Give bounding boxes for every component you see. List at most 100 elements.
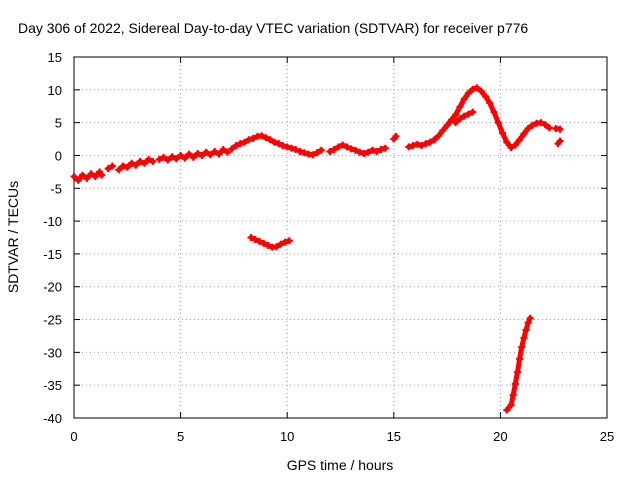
data-point <box>98 171 106 179</box>
data-point <box>507 401 515 409</box>
data-point <box>490 108 498 116</box>
data-point <box>260 239 268 247</box>
data-point <box>486 99 494 107</box>
data-point <box>330 146 338 153</box>
data-point <box>473 84 481 92</box>
data-point <box>514 368 521 376</box>
y-tick-label: -15 <box>43 247 62 262</box>
data-point <box>172 155 180 163</box>
data-point <box>228 145 236 153</box>
data-point <box>460 112 468 120</box>
data-point <box>381 144 389 152</box>
data-point <box>275 140 283 148</box>
data-point <box>91 173 99 180</box>
data-point <box>469 108 477 116</box>
data-point <box>377 146 385 153</box>
grid <box>74 57 607 418</box>
data-point <box>215 150 223 158</box>
data-point <box>74 176 82 184</box>
y-tick-label: -40 <box>43 411 62 426</box>
data-point <box>277 240 285 248</box>
data-point <box>516 136 524 144</box>
data-point <box>211 148 219 155</box>
data-series <box>70 84 564 414</box>
data-point <box>313 149 321 157</box>
y-tick-label: -20 <box>43 280 62 295</box>
data-point <box>528 121 536 129</box>
data-point <box>447 116 455 124</box>
data-point <box>281 238 289 246</box>
data-point <box>520 334 528 342</box>
x-axis-label: GPS time / hours <box>287 457 394 473</box>
data-point <box>343 143 351 151</box>
data-point <box>522 326 530 334</box>
data-point <box>189 153 197 161</box>
data-point <box>537 119 545 127</box>
data-point <box>464 110 472 118</box>
data-point <box>241 138 249 146</box>
x-tick-label: 5 <box>177 429 184 444</box>
data-point <box>245 136 253 144</box>
data-point <box>482 92 489 100</box>
data-point <box>164 156 172 164</box>
data-point <box>168 153 176 161</box>
data-point <box>185 150 193 158</box>
data-point <box>300 149 308 157</box>
axis-ticks: 0 5 10 15 20 25 -40 -35 -30 -25 -20 -15 -10 -5 0 5 10 15 <box>43 50 614 444</box>
data-point <box>160 153 167 161</box>
data-point <box>507 144 515 152</box>
data-point <box>435 132 443 140</box>
data-point <box>392 132 400 140</box>
data-point <box>247 234 255 241</box>
data-point <box>140 159 148 167</box>
data-point <box>177 152 185 159</box>
data-point <box>326 148 334 155</box>
data-point <box>256 237 263 245</box>
data-point <box>115 166 123 174</box>
data-point <box>198 152 206 159</box>
data-point <box>452 119 460 127</box>
data-point <box>516 355 524 363</box>
y-tick-label: -25 <box>43 313 62 328</box>
x-tick-label: 20 <box>493 429 507 444</box>
plot-frame <box>73 56 608 419</box>
chart-title: Day 306 of 2022, Sidereal Day-to-day VTE… <box>18 20 528 36</box>
data-point <box>556 125 564 133</box>
data-point <box>409 142 417 150</box>
data-point <box>270 138 278 146</box>
data-point <box>499 129 506 137</box>
data-point <box>373 148 381 155</box>
data-point <box>155 155 163 163</box>
x-tick-label: 10 <box>280 429 294 444</box>
data-point <box>264 241 272 249</box>
data-point <box>518 343 526 351</box>
data-point <box>104 165 112 173</box>
y-tick-label: 15 <box>48 50 62 65</box>
data-point <box>132 161 140 169</box>
data-point <box>317 146 325 154</box>
series-group <box>70 84 564 414</box>
data-point <box>292 146 300 153</box>
data-point <box>87 170 95 178</box>
data-point <box>443 121 451 129</box>
data-point <box>339 141 347 149</box>
data-point <box>224 148 231 156</box>
data-point <box>541 121 549 129</box>
data-point <box>119 162 127 170</box>
data-point <box>511 380 519 388</box>
data-point <box>422 140 430 148</box>
series-trace <box>406 85 552 151</box>
data-point <box>456 103 464 111</box>
data-point <box>309 151 317 159</box>
data-point <box>503 406 511 414</box>
data-point <box>351 146 359 154</box>
data-point <box>439 127 447 134</box>
data-point <box>430 136 438 144</box>
y-tick-label: -30 <box>43 345 62 360</box>
data-point <box>136 157 144 165</box>
data-point <box>452 111 460 119</box>
data-point <box>283 143 291 151</box>
data-point <box>369 146 376 154</box>
y-tick-label: -5 <box>50 181 62 196</box>
data-point <box>524 319 532 327</box>
